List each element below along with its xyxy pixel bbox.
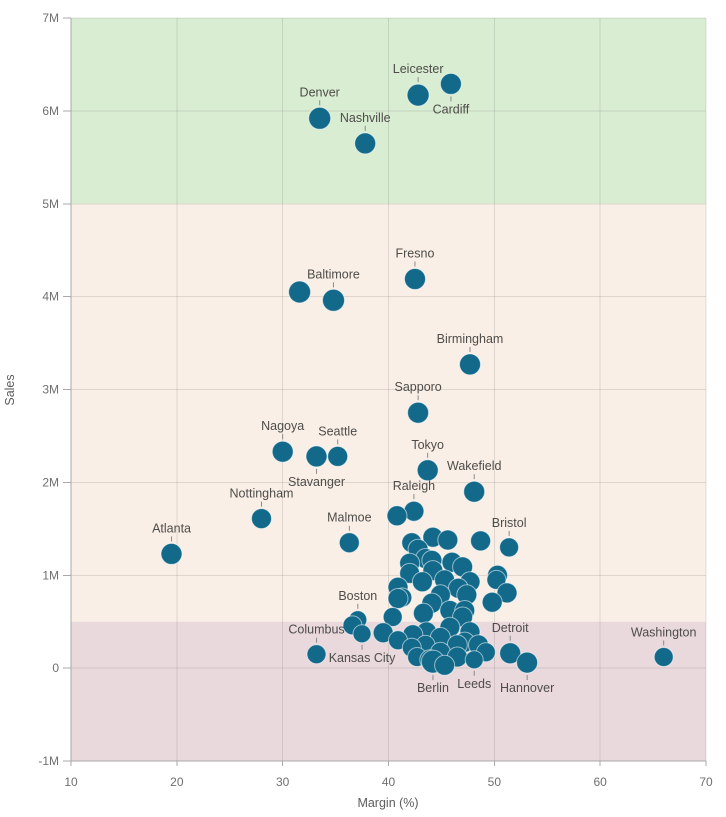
y-tick-label: 3M: [42, 383, 59, 397]
point-label-tokyo: Tokyo: [411, 438, 444, 452]
data-point[interactable]: [412, 602, 434, 624]
data-point-leeds[interactable]: [464, 650, 484, 670]
point-label-stavanger: Stavanger: [288, 475, 345, 489]
y-tick-label: -1M: [38, 754, 59, 768]
y-tick-label: 1M: [42, 568, 59, 582]
data-point-sapporo[interactable]: [407, 401, 430, 424]
data-point[interactable]: [434, 654, 456, 676]
y-tick-label: 7M: [42, 11, 59, 25]
x-tick-label: 40: [382, 775, 396, 789]
x-tick-label: 60: [593, 775, 607, 789]
y-tick-label: 5M: [42, 197, 59, 211]
data-point-nagoya[interactable]: [271, 440, 294, 463]
data-point-fresno[interactable]: [404, 268, 426, 290]
x-tick-label: 30: [276, 775, 290, 789]
y-tick-label: 4M: [42, 290, 59, 304]
x-axis-title: Margin (%): [357, 796, 418, 810]
y-axis-title: Sales: [3, 374, 17, 405]
y-tick-label: 0: [52, 661, 59, 675]
point-label-fresno: Fresno: [396, 246, 435, 260]
point-label-nagoya: Nagoya: [261, 419, 304, 433]
data-point-atlanta[interactable]: [160, 542, 183, 565]
data-point[interactable]: [288, 280, 312, 304]
data-point-nottingham[interactable]: [251, 508, 272, 530]
data-point[interactable]: [387, 588, 409, 609]
point-label-nashville: Nashville: [340, 111, 391, 125]
zone-low: [71, 621, 706, 761]
point-label-hannover: Hannover: [500, 681, 554, 695]
point-label-atlanta: Atlanta: [152, 521, 191, 535]
data-point[interactable]: [470, 530, 492, 552]
point-label-kansas-city: Kansas City: [329, 651, 396, 665]
data-points: [160, 72, 674, 676]
data-point[interactable]: [481, 591, 503, 613]
point-label-cardiff: Cardiff: [433, 102, 470, 116]
data-point-washington[interactable]: [653, 647, 674, 667]
data-point-seattle[interactable]: [327, 445, 349, 467]
data-point-columbus[interactable]: [306, 644, 327, 665]
x-tick-label: 10: [64, 775, 78, 789]
x-tick-label: 50: [488, 775, 502, 789]
point-label-leeds: Leeds: [457, 677, 491, 691]
point-label-sapporo: Sapporo: [395, 380, 442, 394]
data-point[interactable]: [386, 505, 408, 527]
data-point-baltimore[interactable]: [322, 288, 345, 312]
data-point-birmingham[interactable]: [459, 353, 481, 376]
data-point-denver[interactable]: [308, 106, 332, 130]
data-point-leicester[interactable]: [406, 83, 430, 107]
data-point-detroit[interactable]: [499, 642, 522, 665]
point-label-columbus: Columbus: [288, 623, 344, 637]
data-point[interactable]: [382, 607, 403, 627]
point-label-boston: Boston: [338, 589, 377, 603]
data-point[interactable]: [437, 529, 459, 551]
point-label-detroit: Detroit: [492, 621, 529, 635]
point-label-raleigh: Raleigh: [393, 479, 435, 493]
data-point-cardiff[interactable]: [439, 72, 462, 95]
point-label-denver: Denver: [300, 85, 340, 99]
point-label-wakefield: Wakefield: [447, 459, 501, 473]
x-tick-label: 20: [170, 775, 184, 789]
point-label-malmoe: Malmoe: [327, 511, 372, 525]
point-label-seattle: Seattle: [318, 424, 357, 438]
point-label-bristol: Bristol: [492, 516, 527, 530]
data-point-stavanger[interactable]: [305, 445, 328, 468]
y-tick-label: 2M: [42, 475, 59, 489]
data-point-tokyo[interactable]: [416, 459, 439, 482]
data-point-hannover[interactable]: [516, 651, 539, 674]
point-label-baltimore: Baltimore: [307, 267, 360, 281]
data-point-malmoe[interactable]: [338, 532, 360, 554]
point-label-leicester: Leicester: [393, 62, 444, 76]
y-tick-label: 6M: [42, 104, 59, 118]
data-point-bristol[interactable]: [499, 537, 520, 558]
point-label-nottingham: Nottingham: [230, 487, 294, 501]
x-tick-label: 70: [699, 775, 713, 789]
zone-high: [71, 18, 706, 204]
data-point-wakefield[interactable]: [463, 480, 486, 503]
data-point[interactable]: [411, 571, 433, 593]
axes: 10 20 30 40 50 60 70 7M 6M 5M 4M 3M 2M 1M 0 -1M: [38, 11, 713, 789]
point-label-washington: Washington: [631, 625, 697, 639]
point-label-berlin: Berlin: [417, 681, 449, 695]
point-label-birmingham: Birmingham: [437, 332, 504, 346]
data-point-nashville[interactable]: [354, 132, 377, 155]
data-point-kansas-city[interactable]: [352, 624, 372, 644]
